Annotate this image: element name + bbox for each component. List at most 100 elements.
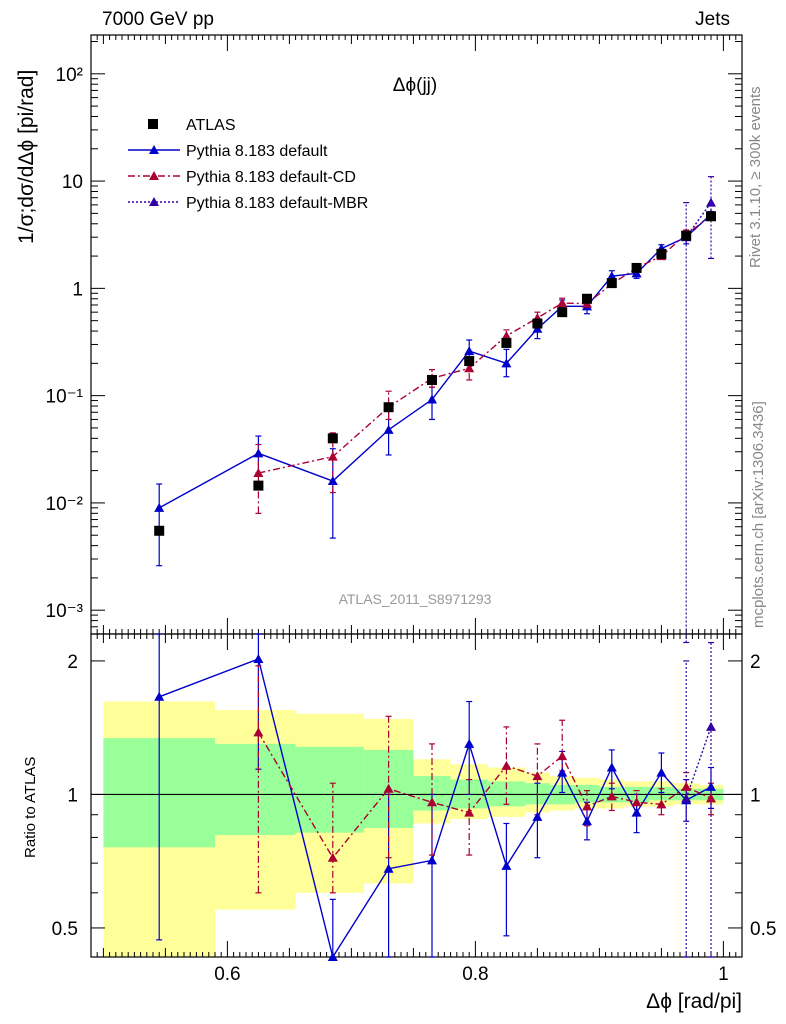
- legend-label-atlas: ATLAS: [186, 117, 236, 134]
- ratio-point-default: [582, 816, 592, 826]
- ratio-point-mbr: [706, 721, 716, 731]
- legend-marker-default: [149, 145, 159, 154]
- point-atlas: [606, 278, 617, 289]
- point-atlas: [327, 433, 338, 444]
- y-tick-label: 10²: [56, 65, 83, 86]
- point-mbr: [706, 197, 716, 207]
- plot-frames: [90, 34, 743, 958]
- point-default: [427, 394, 437, 404]
- ratio-point-cd: [656, 799, 667, 809]
- point-atlas: [427, 374, 437, 385]
- ratio-point-cd: [706, 793, 716, 803]
- ratio-frame: [90, 633, 743, 958]
- ratio-line-mbr: [685, 726, 712, 799]
- point-cd: [557, 298, 568, 308]
- header-left-label: 7000 GeV pp: [102, 9, 214, 30]
- ratio-point-default: [154, 691, 165, 701]
- ratio-point-default: [327, 952, 338, 961]
- legend: ATLAS Pythia 8.183 default Pythia 8.183 de…: [128, 117, 368, 212]
- ratio-point-mbr: [681, 793, 692, 803]
- series-main-panel: [154, 176, 716, 644]
- ratio-point-default: [532, 811, 543, 821]
- point-atlas: [706, 211, 716, 222]
- point-atlas: [681, 230, 692, 241]
- point-default: [464, 346, 475, 356]
- legend-marker-cd: [149, 171, 159, 180]
- band-inner-2: [295, 746, 364, 833]
- rivet-label: Rivet 3.1.10, ≥ 300k events: [747, 86, 764, 268]
- ratio-y-tick-label-right: 2: [750, 652, 761, 673]
- band-inner-1: [215, 743, 296, 836]
- y-tick-label: 10⁻²: [46, 494, 84, 515]
- point-cd: [327, 451, 338, 461]
- ratio-y-tick-label-right: 0.5: [750, 919, 776, 940]
- point-default: [154, 502, 165, 512]
- legend-marker-mbr: [149, 197, 159, 206]
- point-default: [606, 271, 617, 281]
- point-atlas: [253, 480, 264, 491]
- point-atlas: [464, 356, 475, 367]
- x-tick-label: 1: [718, 964, 729, 985]
- point-default: [327, 476, 338, 486]
- ratio-y-axis-label: Ratio to ATLAS: [22, 756, 39, 858]
- ratio-line-cd: [257, 732, 712, 859]
- chart-title: Δϕ(jj): [393, 75, 437, 96]
- uncertainty-bands: [103, 701, 724, 957]
- y-tick-label: 1: [72, 279, 83, 300]
- point-default: [253, 448, 264, 458]
- mcplots-label: mcplots.cern.ch [arXiv:1306.3436]: [750, 401, 767, 628]
- point-cd: [253, 468, 264, 478]
- ratio-y-tick-label-left: 1: [67, 785, 78, 806]
- y-tick-label: 10⁻³: [46, 601, 84, 622]
- point-atlas: [557, 307, 568, 318]
- legend-label-default: Pythia 8.183 default: [186, 143, 328, 160]
- point-atlas: [383, 402, 394, 413]
- ratio-point-cd: [681, 781, 692, 791]
- point-cd: [464, 363, 475, 373]
- point-cd: [501, 330, 512, 340]
- ratio-point-default: [383, 863, 394, 873]
- ratio-point-cd: [253, 727, 264, 737]
- ratio-point-cd: [606, 791, 617, 801]
- line-mbr: [685, 202, 712, 238]
- ratio-point-cd: [532, 771, 543, 781]
- point-atlas: [532, 318, 543, 329]
- ratio-point-default: [706, 781, 716, 791]
- ratio-y-tick-label-left: 2: [67, 652, 78, 673]
- ratio-point-cd: [383, 783, 394, 793]
- point-default: [501, 358, 512, 368]
- axis-ticks: 0.6 0.8 1 10⁻³ 10⁻² 10⁻¹ 1 10 10² 0.5 0.5 1 1 2 2: [46, 35, 776, 985]
- ratio-point-cd: [501, 760, 512, 770]
- ratio-point-cd: [557, 751, 568, 761]
- ratio-point-cd: [327, 852, 338, 862]
- ratio-y-tick-label-right: 1: [750, 785, 761, 806]
- ratio-point-default: [557, 767, 568, 777]
- legend-marker-atlas: [148, 119, 158, 129]
- ratio-point-default: [631, 807, 642, 817]
- line-cd: [258, 215, 712, 474]
- point-atlas: [154, 525, 165, 536]
- x-axis-label: Δϕ [rad/pi]: [646, 990, 742, 1013]
- x-tick-label: 0.6: [214, 964, 240, 985]
- point-atlas: [582, 293, 592, 304]
- analysis-label: ATLAS_2011_S8971293: [339, 591, 492, 607]
- point-atlas: [631, 262, 642, 273]
- legend-label-mbr: Pythia 8.183 default-MBR: [186, 195, 368, 212]
- legend-label-cd: Pythia 8.183 default-CD: [186, 169, 356, 186]
- point-atlas: [501, 337, 512, 348]
- ratio-y-tick-label-left: 0.5: [52, 919, 78, 940]
- ratio-point-default: [501, 860, 512, 870]
- ratio-point-cd: [582, 801, 592, 811]
- ratio-point-default: [656, 767, 667, 777]
- point-default: [383, 424, 394, 434]
- y-tick-label: 10⁻¹: [46, 387, 84, 408]
- ratio-point-default: [253, 654, 264, 664]
- y-tick-label: 10: [62, 172, 83, 193]
- series-ratio-panel: [154, 633, 716, 961]
- ratio-point-cd: [464, 807, 475, 817]
- ratio-point-cd: [427, 797, 437, 807]
- ratio-point-default: [427, 855, 437, 865]
- y-axis-label: 1/σ;dσ/dΔϕ [pi/rad]: [15, 69, 38, 244]
- x-tick-label: 0.8: [462, 964, 488, 985]
- ratio-point-default: [606, 762, 617, 772]
